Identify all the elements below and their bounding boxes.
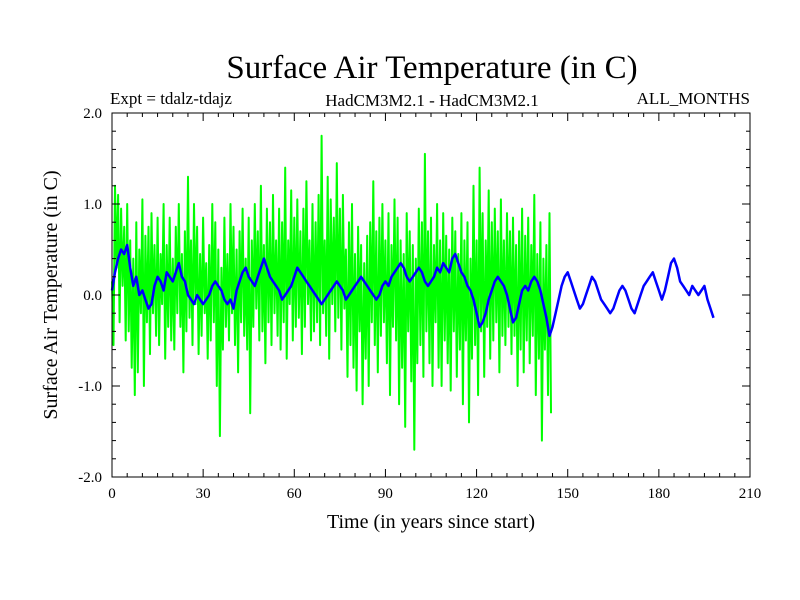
experiment-label: Expt = tdalz-tdajz: [110, 89, 232, 108]
y-tick-label: 2.0: [83, 106, 102, 122]
x-tick-label: 210: [739, 486, 762, 502]
months-label: ALL_MONTHS: [637, 89, 750, 108]
series-smoothed-line: [110, 243, 715, 338]
x-tick-label: 90: [378, 486, 393, 502]
x-tick-label: 0: [108, 486, 116, 502]
tick-layer: 0 30 60 90 120 150 180 210 -2.0 -1.0 0.0 1.0 2.0: [78, 106, 761, 502]
plot-frame: [111, 112, 751, 478]
x-tick-label: 120: [465, 486, 488, 502]
x-axis-label: Time (in years since start): [327, 511, 535, 533]
y-axis-label: Surface Air Temperature (in C): [40, 170, 62, 419]
x-tick-label: 180: [648, 486, 671, 502]
y-tick-label: 0.0: [83, 288, 102, 304]
series-monthly-line: [111, 134, 552, 451]
model-label: HadCM3M2.1 - HadCM3M2.1: [325, 91, 538, 110]
y-tick-label: 1.0: [83, 197, 102, 213]
y-tick-label: -2.0: [78, 470, 102, 486]
y-tick-label: -1.0: [78, 379, 102, 395]
x-tick-label: 30: [196, 486, 211, 502]
x-tick-label: 60: [287, 486, 302, 502]
chart-title: Surface Air Temperature (in C): [226, 50, 637, 86]
x-tick-label: 150: [556, 486, 579, 502]
series-layer: [110, 134, 715, 451]
